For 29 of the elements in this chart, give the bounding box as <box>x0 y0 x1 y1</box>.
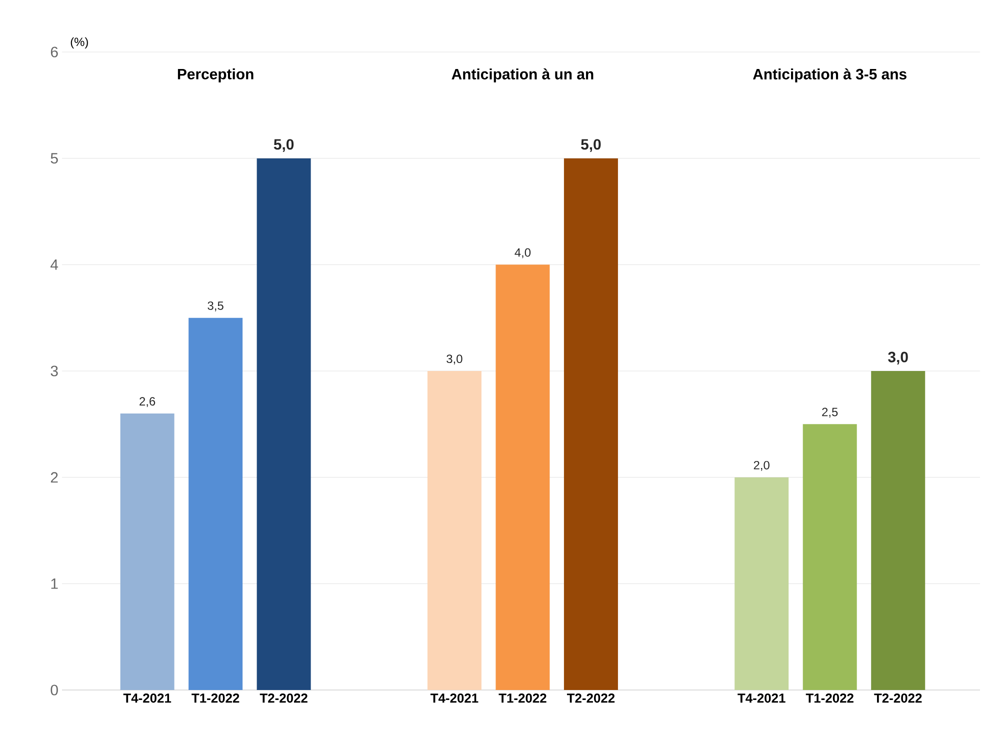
y-tick-label: 1 <box>51 578 58 589</box>
x-tick-label: T1-2022 <box>498 694 546 703</box>
data-label: 3,0 <box>888 352 908 364</box>
x-tick-label: T2-2022 <box>566 694 615 703</box>
data-label: 3,0 <box>446 354 462 364</box>
y-tick-label: 3 <box>50 366 58 376</box>
data-label: 5,0 <box>274 139 294 152</box>
annotation: Perception <box>178 68 254 82</box>
y-tick-label: 2 <box>50 472 58 483</box>
y-axis-title: (%) <box>70 37 88 48</box>
data-label: 3,5 <box>208 301 224 312</box>
data-label: 5,0 <box>581 139 601 152</box>
annotation: Anticipation à 3-5 ans <box>753 68 906 82</box>
y-tick-label: 4 <box>50 260 58 270</box>
x-tick-label: T4-2021 <box>738 694 786 703</box>
x-tick-label: T4-2021 <box>123 694 172 703</box>
y-tick-label: 5 <box>50 153 58 164</box>
data-label: 4,0 <box>514 248 531 258</box>
x-tick-label: T4-2021 <box>430 694 478 703</box>
y-tick-label: 6 <box>50 46 58 58</box>
x-tick-label: T2-2022 <box>874 694 922 703</box>
x-tick-label: T1-2022 <box>192 694 240 703</box>
data-label: 2,5 <box>822 408 838 418</box>
annotation: Anticipation à un an <box>452 68 594 82</box>
y-tick-label: 0 <box>50 684 58 696</box>
data-label: 2,0 <box>754 460 770 471</box>
x-tick-label: T1-2022 <box>806 694 854 703</box>
x-tick-label: T2-2022 <box>260 694 308 703</box>
data-label: 2,6 <box>140 397 156 408</box>
